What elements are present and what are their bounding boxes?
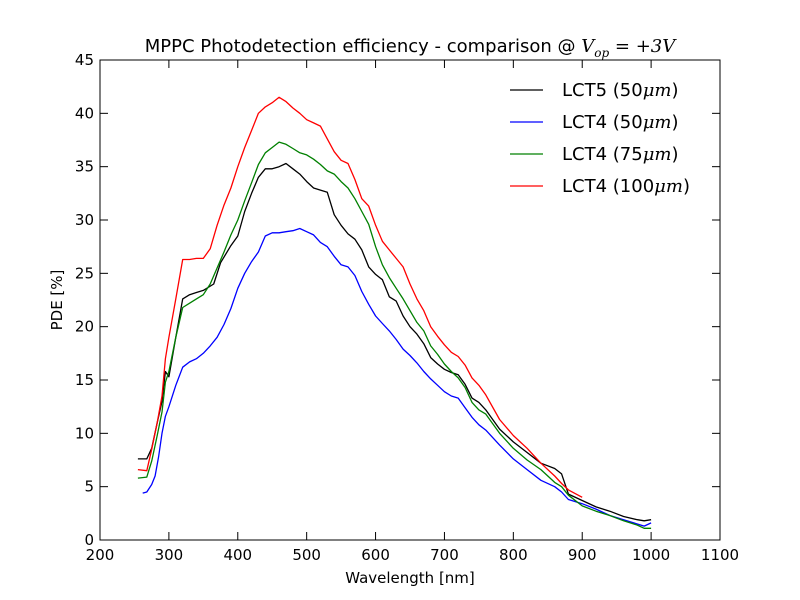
legend-label-text: LCT4 (75 (562, 144, 643, 165)
y-tick-label: 45 (75, 51, 94, 69)
chart-title-suffix: = +3V (609, 36, 677, 57)
axes-frame (99, 59, 721, 541)
legend-label-close: ) (671, 80, 678, 101)
x-tick-label: 600 (361, 546, 390, 564)
y-tick-label: 25 (75, 264, 94, 282)
legend-label-unit: μm (654, 176, 683, 197)
x-tick-label: 300 (155, 546, 184, 564)
y-axis-label: PDE [%] (48, 270, 66, 331)
y-tick-label: 15 (75, 371, 94, 389)
legend-label-3: LCT4 (75μm) (562, 144, 679, 165)
legend-label-4: LCT4 (100μm) (562, 176, 690, 197)
y-tick-label: 10 (75, 424, 94, 442)
x-axis-ticks: 200 300 400 500 600 700 800 900 1000 1100 (86, 60, 739, 564)
series-layer (137, 96, 652, 529)
legend-label-close: ) (671, 112, 678, 133)
legend-label-text: LCT4 (50 (562, 112, 643, 133)
chart-title-prefix: MPPC Photodetection efficiency - compari… (145, 36, 582, 57)
y-tick-label: 20 (75, 318, 94, 336)
legend-label-unit: μm (643, 80, 672, 101)
x-tick-label: 1000 (632, 546, 670, 564)
legend-label-unit: μm (643, 112, 672, 133)
chart-title-math-subscript: op (594, 46, 609, 60)
legend-label-2: LCT4 (50μm) (562, 112, 679, 133)
plot-area: 200 300 400 500 600 700 800 900 1000 1100 0510152… (75, 51, 739, 564)
series-line-2 (142, 227, 652, 527)
x-tick-label: 500 (292, 546, 321, 564)
legend-label-text: LCT5 (50 (562, 80, 643, 101)
legend: LCT5 (50μm)LCT4 (50μm)LCT4 (75μm)LCT4 (1… (510, 80, 690, 197)
y-axis-ticks: 0 5 10 15 20 25 30 35 40 45 (75, 51, 720, 549)
legend-label-text: LCT4 (100 (562, 176, 654, 197)
series-line-4 (137, 96, 583, 498)
x-tick-label: 900 (568, 546, 597, 564)
y-tick-label: 35 (75, 158, 94, 176)
x-tick-label: 200 (86, 546, 115, 564)
y-tick-label: 5 (84, 478, 94, 496)
series-line-1 (137, 162, 652, 522)
y-tick-label: 40 (75, 104, 94, 122)
y-tick-label: 0 (84, 531, 94, 549)
chart-title-math: V (581, 36, 596, 57)
legend-label-close: ) (683, 176, 690, 197)
x-tick-label: 1100 (701, 546, 739, 564)
legend-label-unit: μm (643, 144, 672, 165)
chart-title: MPPC Photodetection efficiency - compari… (145, 36, 677, 60)
x-tick-label: 800 (499, 546, 528, 564)
x-tick-label: 400 (223, 546, 252, 564)
x-axis-label: Wavelength [nm] (345, 569, 475, 587)
x-tick-label: 700 (430, 546, 459, 564)
plot-background (100, 60, 720, 540)
series-line-3 (137, 141, 652, 529)
legend-label-close: ) (671, 144, 678, 165)
legend-label-1: LCT5 (50μm) (562, 80, 679, 101)
y-tick-label: 30 (75, 211, 94, 229)
